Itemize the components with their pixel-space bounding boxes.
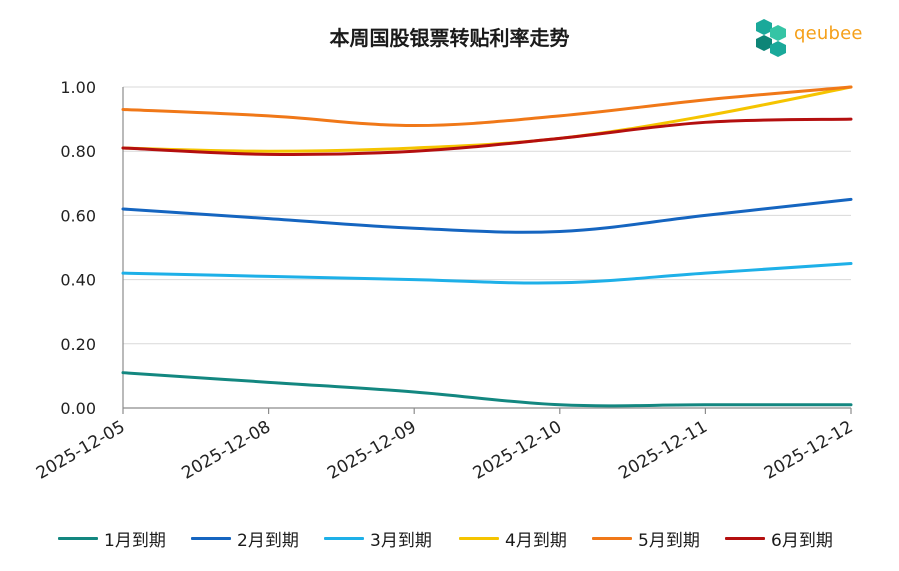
chart-title: 本周国股银票转贴利率走势	[329, 26, 570, 50]
x-tick-label: 2025-12-08	[179, 417, 275, 484]
series-line-2	[121, 197, 853, 234]
series-line-3	[121, 262, 853, 285]
legend-label: 4月到期	[505, 530, 567, 551]
logo-text: qeubee	[794, 23, 863, 44]
series-lines	[121, 85, 853, 408]
series-line-1	[121, 371, 853, 408]
y-tick-label: 0.40	[60, 271, 96, 290]
grid-lines	[123, 86, 851, 345]
y-tick-label: 0.00	[60, 399, 96, 418]
series-line-5	[121, 85, 853, 128]
y-tick-label: 0.20	[60, 335, 96, 354]
legend-item: 5月到期	[592, 523, 700, 553]
legend-item: 3月到期	[324, 523, 432, 553]
x-tick-label: 2025-12-09	[324, 417, 420, 484]
legend-swatch	[459, 536, 499, 540]
axes	[122, 87, 852, 414]
x-tick-label: 2025-12-11	[615, 417, 711, 484]
series-line-6	[121, 117, 853, 157]
y-tick-label: 0.60	[60, 206, 96, 225]
x-tick-label: 2025-12-10	[470, 417, 566, 484]
x-tick-label: 2025-12-05	[33, 417, 129, 484]
legend-swatch	[58, 536, 98, 540]
y-tick-labels: 0.00 0.20 0.40 0.60 0.80 1.00	[60, 78, 96, 418]
y-tick-label: 1.00	[60, 78, 96, 97]
legend-label: 3月到期	[370, 530, 432, 551]
x-tick-labels: 2025-12-05 2025-12-08 2025-12-09 2025-12-10…	[33, 417, 857, 484]
legend-swatch	[324, 536, 364, 540]
legend-swatch	[592, 536, 632, 540]
legend: 1月到期 2月到期 3月到期 4月到期 5月到期 6月到期	[0, 523, 899, 553]
qeubee-logo: qeubee	[754, 17, 872, 57]
legend-item: 1月到期	[58, 523, 166, 553]
x-tick-label: 2025-12-12	[761, 417, 857, 484]
legend-label: 5月到期	[638, 530, 700, 551]
cube-logo-icon	[756, 19, 786, 57]
legend-item: 4月到期	[459, 523, 567, 553]
legend-swatch	[191, 536, 231, 540]
legend-label: 1月到期	[104, 530, 166, 551]
legend-item: 6月到期	[725, 523, 833, 553]
y-tick-label: 0.80	[60, 142, 96, 161]
legend-item: 2月到期	[191, 523, 299, 553]
legend-label: 2月到期	[237, 530, 299, 551]
legend-label: 6月到期	[771, 530, 833, 551]
legend-swatch	[725, 536, 765, 540]
